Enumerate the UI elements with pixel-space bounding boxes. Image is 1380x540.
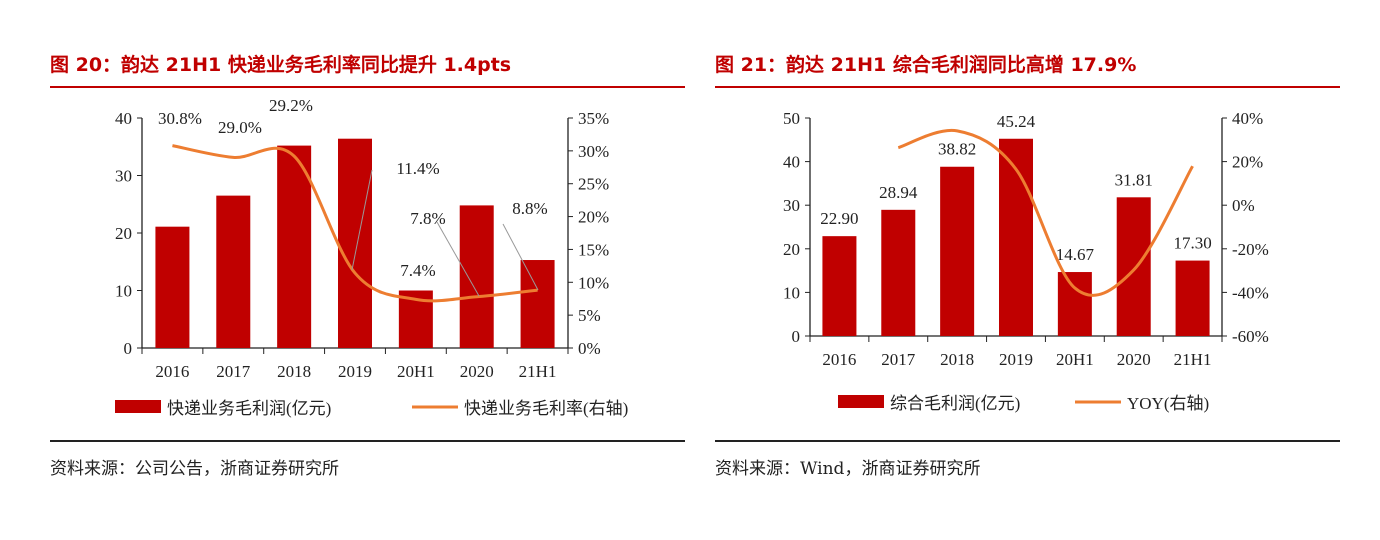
line-data-label: 29.2% [269,96,313,115]
title-divider [715,86,1340,88]
legend-label: YOY(右轴) [1127,394,1209,413]
source-note: 资料来源：Wind，浙商证券研究所 [715,459,981,479]
y2-tick-label: 5% [578,306,601,325]
x-tick-label: 21H1 [519,362,557,381]
bar [1116,197,1151,336]
source-divider [50,440,685,442]
x-tick-label: 21H1 [1174,350,1212,369]
bar [1175,260,1210,336]
bar-data-label: 14.67 [1056,245,1095,264]
line-data-label: 29.0% [218,118,262,137]
x-tick-label: 2016 [155,362,189,381]
y2-tick-label: -60% [1232,327,1269,346]
y-tick-label: 30 [115,167,132,186]
bar-data-label: 22.90 [820,209,858,228]
line-data-label: 7.4% [400,261,435,280]
y-tick-label: 20 [783,240,800,259]
y2-tick-label: 25% [578,175,609,194]
line-series [897,128,1194,297]
line-data-label: 7.8% [410,209,445,228]
bar [459,205,494,348]
y2-tick-label: 15% [578,240,609,259]
bar [940,166,975,336]
x-tick-label: 2018 [277,362,311,381]
bar [338,138,372,348]
bar [155,226,190,348]
y-tick-label: 40 [783,153,800,172]
y2-tick-label: 10% [578,273,609,292]
x-tick-label: 2017 [881,350,916,369]
y-tick-label: 0 [124,339,133,358]
bar-data-label: 31.81 [1115,170,1153,189]
line-data-label: 8.8% [512,199,547,218]
title-divider [50,86,685,88]
bar-data-label: 45.24 [997,112,1036,131]
legend-bar-swatch [115,400,161,413]
y-tick-label: 40 [115,109,132,128]
x-tick-label: 2016 [822,350,856,369]
bar-data-label: 28.94 [879,183,918,202]
y-tick-label: 30 [783,196,800,215]
bar [822,236,857,336]
y-tick-label: 50 [783,109,800,128]
bar-data-label: 38.82 [938,140,976,159]
chart-title: 图 21：韵达 21H1 综合毛利润同比高增 17.9% [715,54,1137,76]
x-tick-label: 20H1 [1056,350,1094,369]
y-tick-label: 10 [115,282,132,301]
legend-label: 快递业务毛利率(右轴) [464,399,628,418]
y2-tick-label: -40% [1232,283,1269,302]
line-data-label: 30.8% [158,109,202,128]
legend-label: 快递业务毛利润(亿元) [167,399,331,418]
chart-panel-2: 图 21：韵达 21H1 综合毛利润同比高增 17.9% 资料来源：Wind，浙… [715,0,1340,540]
y-tick-label: 0 [792,327,801,346]
y2-tick-label: 20% [578,208,609,227]
bar [277,145,312,348]
legend-label: 综合毛利润(亿元) [890,394,1020,413]
y2-tick-label: -20% [1232,240,1269,259]
y2-tick-label: 35% [578,109,609,128]
y2-tick-label: 20% [1232,153,1263,172]
line-data-label: 11.4% [396,159,439,178]
y2-tick-label: 0% [1232,196,1255,215]
y-tick-label: 10 [783,283,800,302]
x-tick-label: 2020 [1117,350,1151,369]
chart-panel-1: 图 20：韵达 21H1 快递业务毛利率同比提升 1.4pts 资料来源：公司公… [50,0,685,540]
y2-tick-label: 0% [578,339,601,358]
chart-title: 图 20：韵达 21H1 快递业务毛利率同比提升 1.4pts [50,54,512,76]
source-divider [715,440,1340,442]
leader-line [502,223,539,291]
x-tick-label: 2019 [999,350,1033,369]
line-series [172,144,538,303]
bar [1057,272,1092,336]
y-tick-label: 20 [115,224,132,243]
bar [216,195,251,348]
source-note: 资料来源：公司公告，浙商证券研究所 [50,459,339,479]
x-tick-label: 2018 [940,350,974,369]
x-tick-label: 2017 [216,362,251,381]
leader-line [436,221,480,297]
bar [520,260,555,348]
x-tick-label: 2019 [338,362,372,381]
y2-tick-label: 30% [578,142,609,161]
legend-bar-swatch [838,395,884,408]
bar-data-label: 17.30 [1173,234,1211,253]
bar [881,209,916,336]
leader-line [351,169,373,271]
y2-tick-label: 40% [1232,109,1263,128]
x-tick-label: 2020 [460,362,494,381]
x-tick-label: 20H1 [397,362,435,381]
